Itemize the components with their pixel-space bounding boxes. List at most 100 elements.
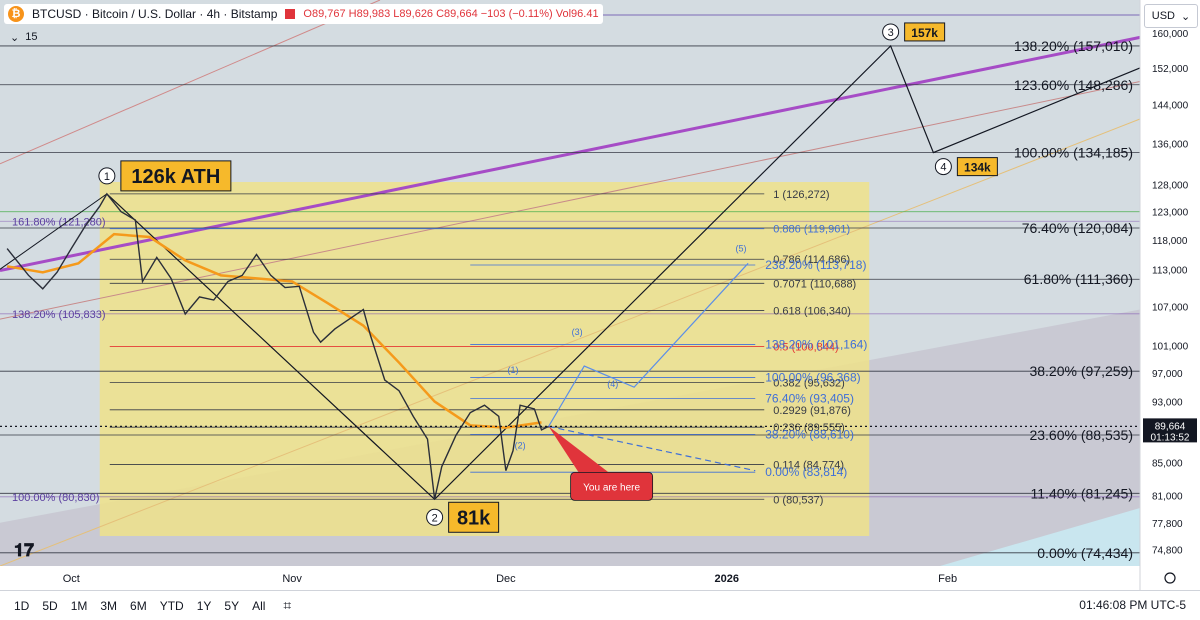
sub-wave-label: (2) — [515, 440, 526, 450]
wave-number: 4 — [940, 162, 946, 174]
fib-ret-label: 1 (126,272) — [773, 189, 829, 201]
time-tick: Dec — [496, 573, 516, 585]
chevron-down-icon[interactable]: ⌄ — [10, 31, 20, 44]
clock: 01:46:08 PM UTC-5 — [1079, 598, 1186, 612]
price-tick: 144,000 — [1152, 101, 1189, 112]
symbol-title[interactable]: BTCUSD · Bitcoin / U.S. Dollar · 4h · Bi… — [32, 7, 278, 21]
candle-color-icon — [285, 9, 296, 19]
bottom-wedge — [940, 508, 1140, 566]
fib-ext-inner-label: 38.20% (88,610) — [765, 427, 854, 441]
price-tick: 107,000 — [1152, 302, 1189, 313]
calendar-range-icon[interactable]: ⌗ — [283, 597, 292, 613]
fib-ext-outer-label: 23.60% (88,535) — [1029, 427, 1133, 443]
timeframe-button-5y[interactable]: 5Y — [224, 598, 240, 613]
currency-selector[interactable]: USD ⌄ — [1144, 4, 1198, 28]
callout-pointer — [548, 426, 609, 473]
price-axis[interactable] — [1140, 0, 1200, 590]
settings-gear-icon[interactable] — [1164, 572, 1176, 584]
price-tick: 81,000 — [1152, 491, 1183, 502]
fib-ret-label: 0.5 (100,844) — [773, 342, 838, 354]
timeframe-button-6m[interactable]: 6M — [130, 598, 147, 613]
sub-wave-label: (3) — [572, 327, 583, 337]
fib-ext-outer-label: 0.00% (74,434) — [1037, 545, 1133, 561]
projection-dashed — [548, 425, 756, 472]
time-tick: Nov — [282, 573, 302, 585]
price-tick: 123,000 — [1152, 208, 1189, 219]
fib-ret-label: 0.7071 (110,688) — [773, 278, 856, 290]
indicator-row[interactable]: ⌄ 15 — [10, 29, 37, 45]
timeframe-button-5d[interactable]: 5D — [42, 598, 58, 613]
chevron-down-icon: ⌄ — [1181, 10, 1191, 23]
price-tick: 113,000 — [1152, 265, 1188, 276]
fib-ret-label: 0.886 (119,961) — [773, 224, 850, 236]
bitcoin-icon: ₿ — [8, 6, 24, 22]
wave-callout-text: 134k — [964, 161, 991, 175]
current-price-tag — [1143, 418, 1197, 443]
timeframe-button-ytd[interactable]: YTD — [159, 598, 184, 613]
timeframe-buttons: 1D 5D 1M 3M 6M YTD 1Y 5Y All — [14, 599, 265, 613]
fib-ext-outer-label: 61.80% (111,360) — [1024, 271, 1133, 287]
wave-circle — [98, 167, 116, 185]
ohlc-values: O89,767 H89,983 L89,626 C89,664 −103 (−0… — [303, 8, 599, 20]
fib-ext-inner-label: 100.00% (96,368) — [765, 370, 860, 384]
time-axis[interactable] — [0, 566, 1140, 590]
sub-wave-label: (4) — [607, 379, 618, 389]
fib-left-label: 161.80% (121,280) — [12, 216, 106, 228]
fib-ext-outer-label: 138.20% (157,010) — [1014, 38, 1133, 54]
candle-countdown: 01:13:52 — [1151, 432, 1190, 443]
fib-ret-label: 0.2929 (91,876) — [773, 405, 851, 417]
wave-number: 2 — [432, 512, 438, 524]
wave-callout-box — [448, 501, 500, 533]
bottom-toolbar: 1D 5D 1M 3M 6M YTD 1Y 5Y All ⌗ 01:46:08 PM UTC-5 — [0, 590, 1200, 620]
timeframe-button-1m[interactable]: 1M — [70, 598, 88, 613]
wave-number: 1 — [104, 171, 110, 183]
price-tick: 74,800 — [1152, 545, 1183, 556]
chart-header: ₿ BTCUSD · Bitcoin / U.S. Dollar · 4h · … — [4, 4, 603, 24]
timeframe-button-1y[interactable]: 1Y — [196, 598, 212, 613]
sub-wave-label: (5) — [736, 244, 747, 254]
price-tick: 97,000 — [1152, 369, 1183, 380]
timeframe-button-all[interactable]: All — [252, 598, 266, 613]
fib-ret-label: 0.382 (95,632) — [773, 378, 845, 390]
currency-label: USD — [1151, 10, 1175, 22]
fib-ret-label: 0.114 (84,774) — [773, 459, 844, 471]
time-tick: 2026 — [715, 573, 739, 585]
fib-ext-outer-label: 38.20% (97,259) — [1029, 363, 1133, 379]
fib-ext-outer-label: 100.00% (134,185) — [1014, 145, 1133, 161]
timeframe-button-1d[interactable]: 1D — [14, 598, 30, 613]
channel-line — [0, 193, 108, 270]
price-tick: 77,800 — [1152, 519, 1183, 530]
projection-path — [548, 262, 749, 427]
wave-callout-box — [904, 22, 946, 42]
wave-number: 3 — [888, 27, 894, 39]
time-tick: Oct — [63, 573, 80, 585]
wave-callout-text: 126k ATH — [131, 166, 220, 188]
faint-trendline — [0, 118, 1141, 567]
price-tick: 118,000 — [1152, 236, 1188, 247]
current-price-value: 89,664 — [1155, 421, 1186, 432]
indicator-value: 15 — [25, 31, 38, 43]
price-tick: 152,000 — [1152, 64, 1189, 75]
fib-ext-inner-label: 0.00% (83,814) — [765, 465, 847, 479]
price-line — [6, 192, 549, 500]
faint-trendline — [0, 0, 381, 165]
price-tick: 101,000 — [1152, 342, 1189, 353]
sub-wave-label: (1) — [508, 365, 519, 375]
wave-callout-box — [120, 160, 232, 192]
price-tick: 136,000 — [1152, 139, 1189, 150]
wave-circle — [934, 158, 952, 176]
fib-ext-outer-label: 123.60% (148,286) — [1014, 77, 1133, 93]
fib-left-label: 100.00% (80,830) — [12, 492, 99, 504]
you-are-here-box — [570, 471, 654, 501]
fib-ret-label: 0.618 (106,340) — [773, 306, 851, 318]
elliott-wave-path — [106, 44, 1141, 501]
tradingview-logo: 𝟏𝟕 — [14, 540, 35, 560]
timeframe-button-3m[interactable]: 3M — [100, 598, 118, 613]
fib-ret-label: 0.786 (114,686) — [773, 254, 850, 266]
price-tick: 93,000 — [1152, 398, 1183, 409]
fib-ext-outer-label: 11.40% (81,245) — [1031, 485, 1133, 501]
wave-circle — [882, 23, 900, 41]
fib-ret-label: 0.236 (89,555) — [773, 422, 845, 434]
fib-ext-inner-label: 238.20% (113,718) — [765, 258, 866, 272]
